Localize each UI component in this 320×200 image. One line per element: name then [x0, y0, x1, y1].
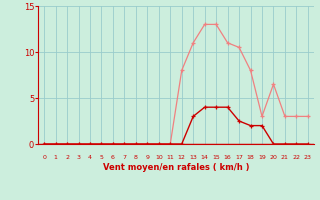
X-axis label: Vent moyen/en rafales ( km/h ): Vent moyen/en rafales ( km/h ): [103, 163, 249, 172]
